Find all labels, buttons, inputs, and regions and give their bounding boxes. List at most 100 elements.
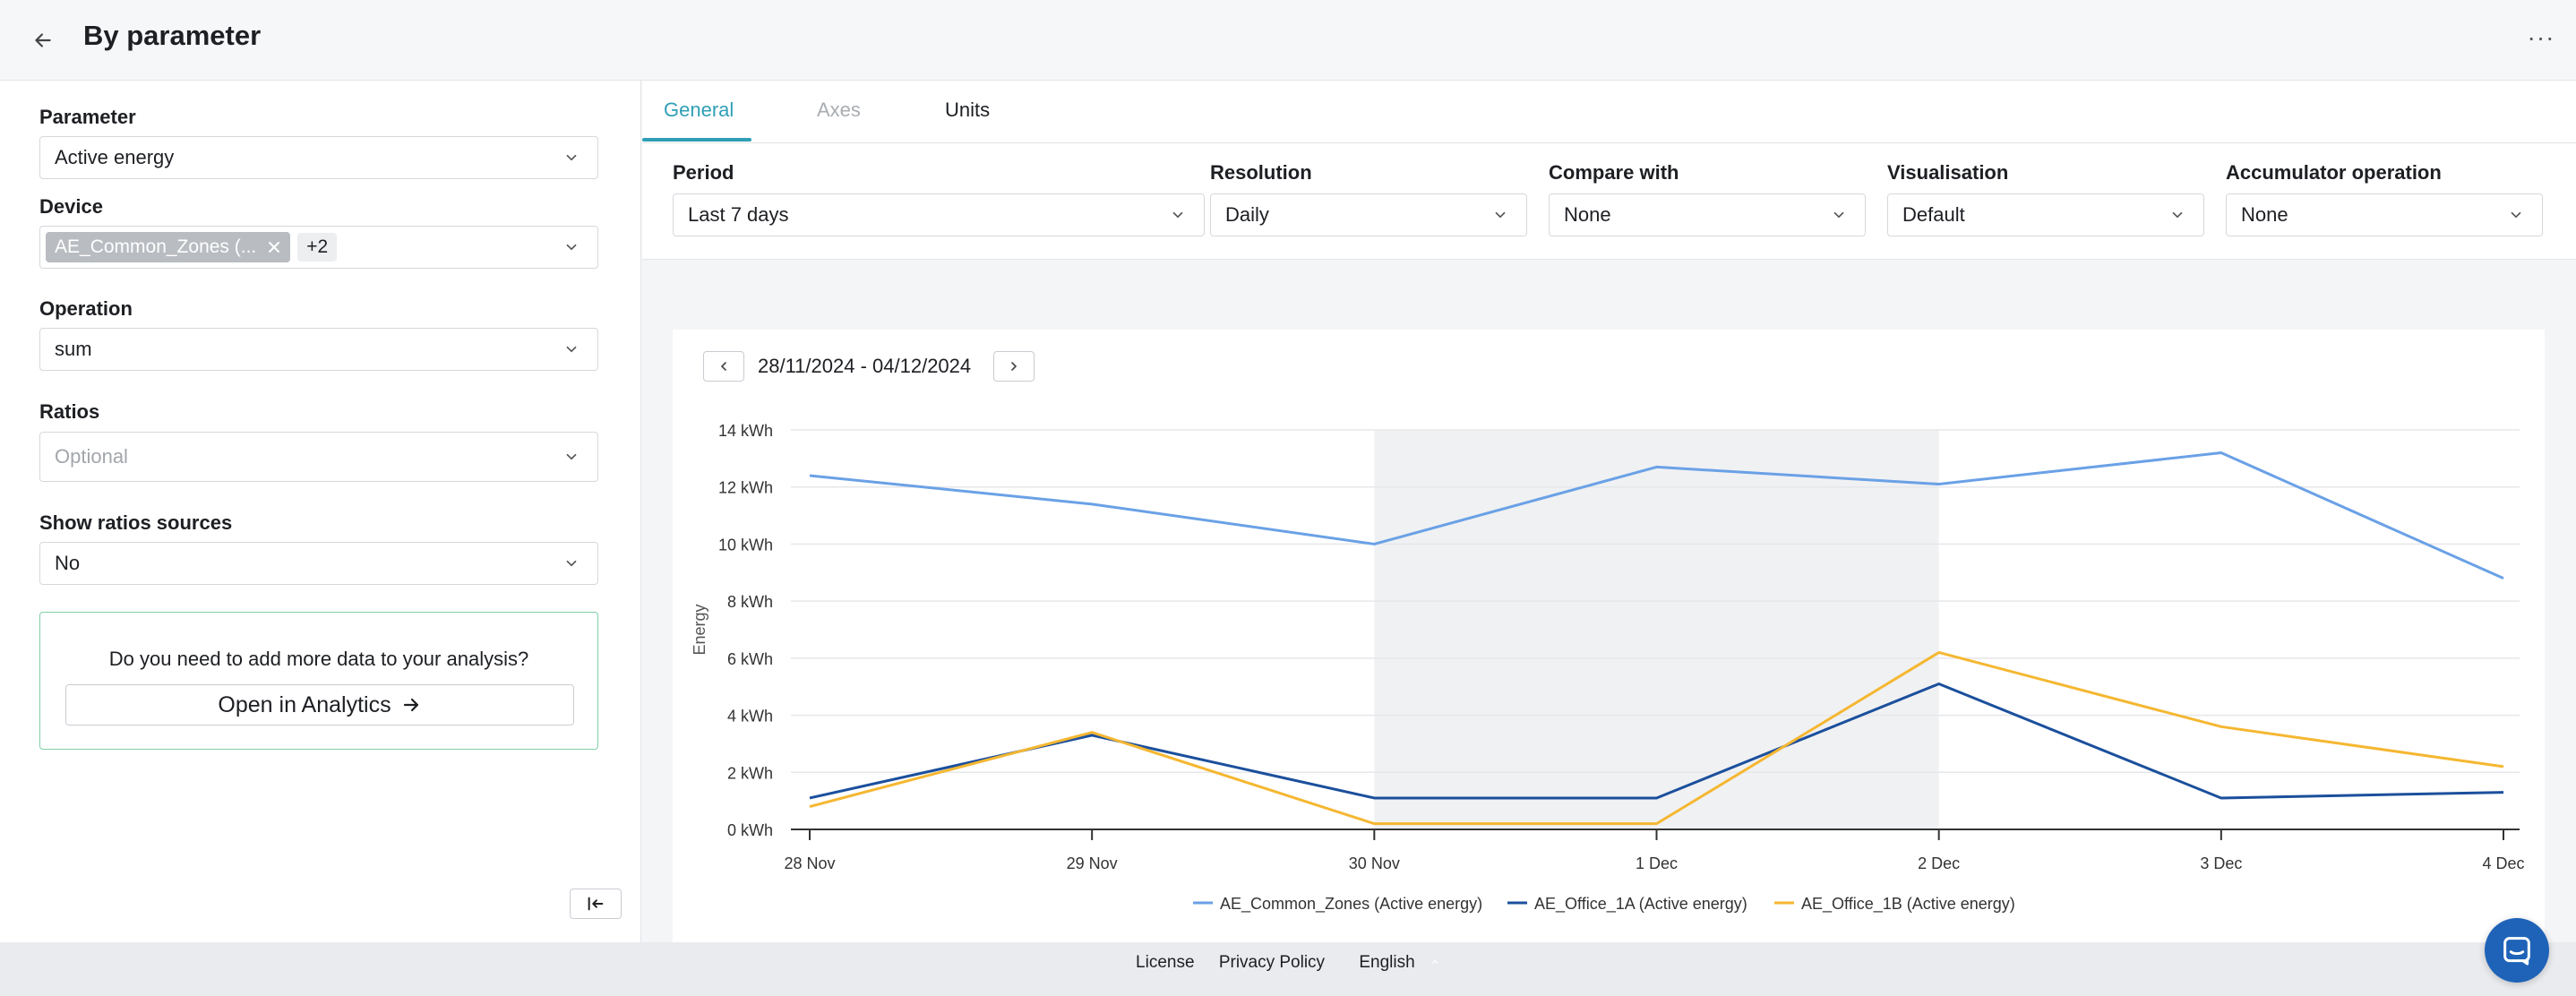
language-selector[interactable]: English (1349, 953, 1440, 972)
language-value: English (1359, 953, 1415, 972)
y-tick-label: 6 kWh (727, 650, 773, 668)
chevron-down-icon (2511, 211, 2521, 219)
more-horizontal-icon: ··· (2527, 23, 2555, 51)
open-in-analytics-label: Open in Analytics (218, 691, 391, 717)
chevron-down-icon (566, 154, 577, 161)
chevron-right-icon (1011, 362, 1018, 371)
y-tick-label: 8 kWh (727, 593, 773, 611)
page-header: By parameter ··· (0, 0, 2576, 81)
tab-units[interactable]: Units (945, 99, 991, 121)
resolution-select[interactable]: Daily (1210, 193, 1527, 236)
x-tick-label: 28 Nov (784, 854, 835, 872)
y-tick-label: 4 kWh (727, 708, 773, 726)
back-button[interactable] (25, 22, 61, 58)
chevron-down-icon (1172, 211, 1183, 219)
x-tick-label: 2 Dec (1918, 854, 1960, 872)
parameter-label: Parameter (39, 106, 136, 128)
chat-support-button[interactable] (2485, 918, 2549, 983)
accumulator-label: Accumulator operation (2226, 161, 2442, 184)
next-period-button[interactable] (993, 351, 1035, 382)
chevron-down-icon (1833, 211, 1844, 219)
page-footer: License Privacy Policy English (0, 942, 2576, 996)
parameter-sidebar: Parameter Active energy Device AE_Common… (0, 81, 641, 942)
y-tick-label: 2 kWh (727, 764, 773, 782)
y-tick-label: 12 kWh (718, 479, 773, 497)
series-line-1 (809, 683, 2504, 800)
device-tag-label: AE_Common_Zones (... (55, 236, 257, 257)
legend-entry: AE_Office_1B (Active energy) (1801, 895, 2015, 914)
operation-select[interactable]: sum (39, 328, 598, 371)
x-tick-label: 30 Nov (1349, 854, 1400, 872)
shaded-range (1374, 430, 1939, 829)
operation-label: Operation (39, 297, 133, 320)
collapse-sidebar-button[interactable] (570, 889, 622, 919)
arrow-left-icon (35, 33, 51, 47)
period-select[interactable]: Last 7 days (673, 193, 1205, 236)
x-tick-label: 3 Dec (2200, 854, 2242, 872)
ratios-select[interactable]: Optional (39, 432, 598, 482)
chevron-left-icon (720, 362, 726, 371)
active-tab-indicator (642, 138, 751, 142)
tab-general[interactable]: General (664, 99, 734, 121)
parameter-select[interactable]: Active energy (39, 136, 598, 179)
series-line-2 (809, 650, 2504, 826)
device-select[interactable]: AE_Common_Zones (... +2 (39, 226, 598, 269)
ratios-label: Ratios (39, 400, 100, 423)
arrow-right-icon (403, 698, 418, 712)
page-title: By parameter (83, 20, 262, 51)
chevron-down-icon (1495, 211, 1506, 219)
visualisation-label: Visualisation (1887, 161, 2009, 184)
energy-line-chart: 0 kWh 2 kWh 4 kWh 6 kWh 8 kWh 10 kWh 12 kWh 14 … (691, 422, 2525, 914)
device-tag[interactable]: AE_Common_Zones (... (46, 232, 291, 262)
previous-period-button[interactable] (703, 351, 744, 382)
chevron-up-icon (1431, 959, 1438, 965)
compare-with-label: Compare with (1549, 161, 1679, 184)
ratios-placeholder: Optional (55, 445, 128, 468)
operation-value: sum (55, 338, 92, 360)
tabs-bar: General Axes Units (642, 81, 2576, 143)
period-label: Period (673, 161, 734, 184)
tab-axes[interactable]: Axes (817, 99, 861, 121)
y-axis-label: Energy (691, 604, 708, 655)
compare-with-select[interactable]: None (1549, 193, 1866, 236)
license-link[interactable]: License (1136, 953, 1195, 972)
parameter-value: Active energy (55, 146, 175, 168)
visualisation-select[interactable]: Default (1887, 193, 2204, 236)
analytics-prompt: Do you need to add more data to your ana… (39, 612, 598, 750)
x-tick-label: 29 Nov (1067, 854, 1118, 872)
date-range-label: 28/11/2024 - 04/12/2024 (758, 355, 972, 377)
x-tick-label: 1 Dec (1636, 854, 1678, 872)
device-more-count[interactable]: +2 (297, 233, 338, 262)
period-value: Last 7 days (688, 203, 789, 226)
show-ratios-value: No (55, 552, 81, 574)
legend-entry: AE_Office_1A (Active energy) (1534, 895, 1747, 914)
show-ratios-label: Show ratios sources (39, 511, 233, 534)
chevron-down-icon (566, 453, 577, 460)
device-label: Device (39, 195, 103, 218)
chevron-down-icon (2172, 211, 2183, 219)
chart-filters: Period Last 7 days Resolution Daily Comp… (642, 143, 2576, 260)
collapse-left-icon (588, 897, 604, 911)
visualisation-value: Default (1902, 203, 1965, 226)
y-tick-label: 0 kWh (727, 821, 773, 839)
y-tick-label: 10 kWh (718, 536, 773, 554)
legend-entry: AE_Common_Zones (Active energy) (1220, 895, 1482, 914)
show-ratios-select[interactable]: No (39, 542, 598, 585)
more-options-button[interactable]: ··· (2519, 18, 2563, 57)
chevron-down-icon (566, 244, 577, 251)
resolution-value: Daily (1225, 203, 1269, 226)
compare-with-value: None (1564, 203, 1611, 226)
series-line-0 (809, 451, 2504, 580)
x-tick-label: 4 Dec (2482, 854, 2524, 872)
chat-icon (2503, 937, 2530, 966)
accumulator-select[interactable]: None (2226, 193, 2543, 236)
open-in-analytics-button[interactable]: Open in Analytics (65, 684, 574, 726)
privacy-policy-link[interactable]: Privacy Policy (1218, 953, 1326, 972)
close-icon[interactable] (265, 238, 283, 256)
chart-card: 28/11/2024 - 04/12/2024 0 kWh 2 kWh 4 kWh 6… (673, 330, 2545, 942)
chevron-down-icon (566, 560, 577, 567)
resolution-label: Resolution (1210, 161, 1312, 184)
chevron-down-icon (566, 346, 577, 353)
analytics-question: Do you need to add more data to your ana… (108, 648, 529, 670)
y-tick-label: 14 kWh (718, 422, 773, 440)
